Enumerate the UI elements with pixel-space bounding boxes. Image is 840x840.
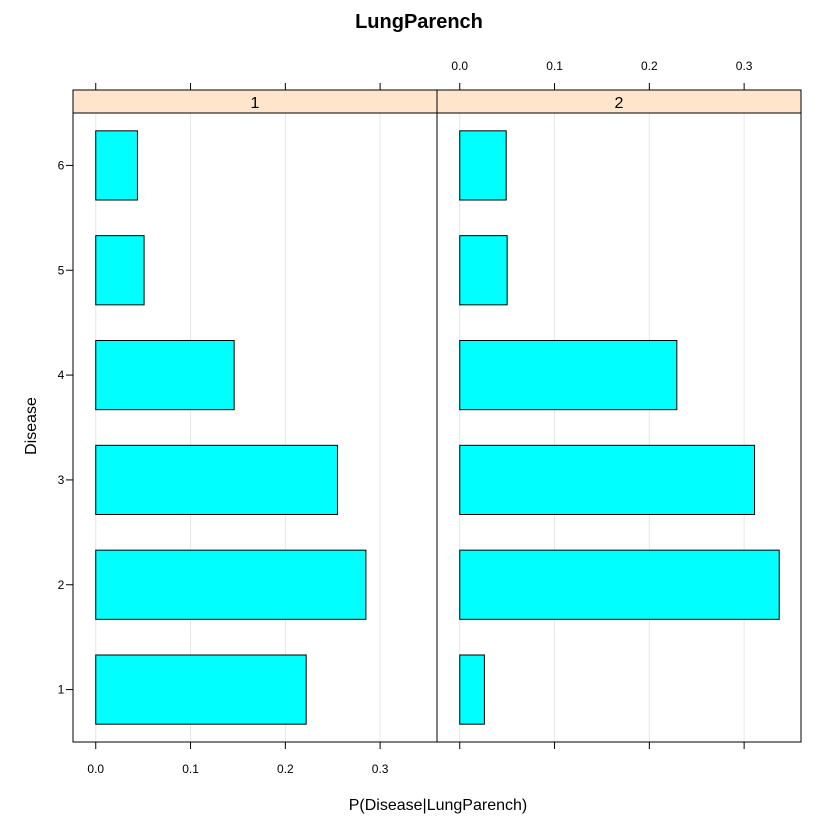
- bar-panel2-disease-4: [459, 339, 678, 411]
- y-tick-label-1: 1: [58, 683, 65, 697]
- bar-panel1-disease-6: [95, 130, 138, 201]
- y-axis-label: Disease: [23, 397, 40, 455]
- y-tick-label-4: 4: [58, 368, 65, 382]
- bar-panel1-disease-4: [95, 339, 235, 411]
- bar-panel2-disease-5: [459, 235, 508, 306]
- y-tick-label-2: 2: [58, 578, 65, 592]
- x-tick-label-1-0: 0.0: [87, 762, 104, 776]
- x-tick-label-2-1: 0.1: [546, 59, 563, 73]
- bar-panel2-disease-1: [459, 654, 485, 725]
- panels-group: 1 0.0 0.1 0.2 0.3 2 0.0 0.1 0.2 0.3 1 2 3 4 5 6: [58, 59, 802, 776]
- bar-panel2-disease-3: [459, 444, 756, 516]
- x-tick-label-2-2: 0.2: [641, 59, 658, 73]
- x-tick-label-1-3: 0.3: [372, 762, 389, 776]
- x-tick-label-1-2: 0.2: [277, 762, 294, 776]
- panel-border-1: [72, 112, 438, 743]
- y-tick-label-5: 5: [58, 263, 65, 277]
- x-tick-label-2-3: 0.3: [736, 59, 753, 73]
- bar-panel1-disease-3: [95, 444, 338, 516]
- bar-panel1-disease-5: [95, 235, 145, 306]
- y-axis: 1 2 3 4 5 6: [58, 158, 73, 697]
- bar-panel1-disease-1: [95, 654, 307, 725]
- panel-1: 1 0.0 0.1 0.2 0.3: [72, 83, 438, 776]
- x-tick-label-2-0: 0.0: [451, 59, 468, 73]
- panel-border-2: [436, 112, 802, 743]
- bar-panel2-disease-2: [459, 549, 780, 620]
- y-tick-label-6: 6: [58, 158, 65, 172]
- x-axis-label: P(Disease|LungParench): [349, 797, 527, 814]
- strip-label-1: 1: [251, 95, 260, 112]
- panel-2: 2 0.0 0.1 0.2 0.3: [436, 59, 802, 749]
- bar-panel2-disease-6: [459, 130, 507, 201]
- chart-title: LungParench: [355, 11, 483, 33]
- bar-panel1-disease-2: [95, 549, 367, 620]
- x-tick-label-1-1: 0.1: [182, 762, 199, 776]
- strip-label-2: 2: [615, 95, 624, 112]
- y-tick-label-3: 3: [58, 473, 65, 487]
